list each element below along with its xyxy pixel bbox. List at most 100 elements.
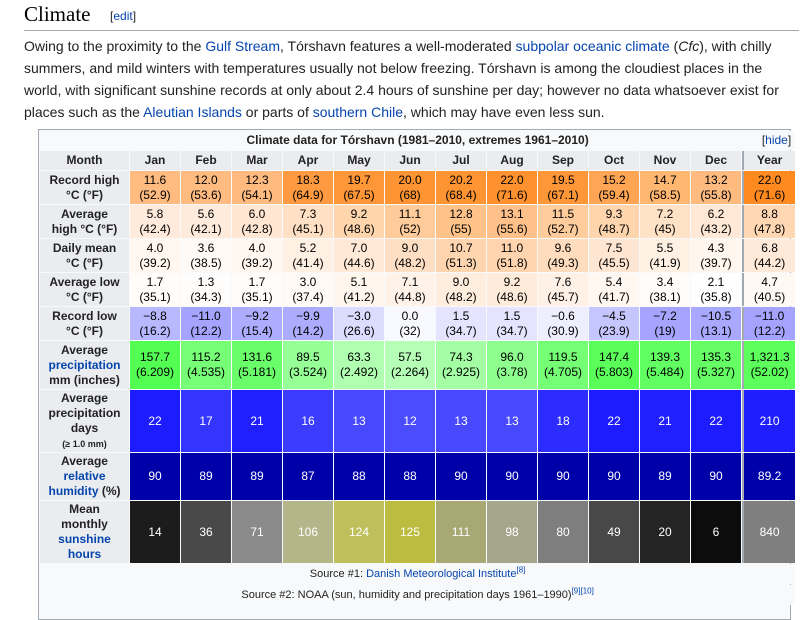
cell-value: 57.5 (398, 350, 422, 364)
cell-record-low-sep: −0.6 (30.9) (538, 307, 588, 340)
month-header-year: Year (742, 151, 796, 170)
cell-average-low-jun: 7.1 (44.8) (385, 273, 435, 306)
cell-mean-monthly-sunshine-hours-oct: 49 (589, 501, 639, 563)
cell-record-high-jan: 11.6 (52.9) (130, 171, 180, 204)
cell-value: 210 (759, 413, 780, 428)
month-header-apr: Apr (283, 151, 333, 170)
cell-value: 4.0 (146, 240, 164, 255)
link-southern-chile[interactable]: southern Chile (312, 104, 404, 120)
cell-average-precipitation-days-year: 210 (742, 390, 796, 452)
cell-daily-mean-may: 7.0 (44.6) (334, 239, 384, 272)
row-label-link[interactable]: hours (67, 547, 102, 561)
cell-daily-mean-year: 6.8 (44.2) (742, 239, 796, 272)
row-label-link[interactable]: relative (63, 469, 106, 483)
cell-value: 12 (403, 413, 417, 428)
cell-record-high-oct: 15.2 (59.4) (589, 171, 639, 204)
row-label-line: Average low (49, 274, 120, 289)
ref-8[interactable]: [8] (516, 564, 526, 574)
cell-mean-monthly-sunshine-hours-nov: 20 (640, 501, 690, 563)
cell-value-converted: (38.1) (649, 289, 681, 304)
row-label-link[interactable]: humidity (48, 484, 99, 498)
cell-value: 13.2 (704, 172, 728, 187)
cell-value: 5.4 (605, 274, 623, 289)
cell-average-low-jan: 1.7 (35.1) (130, 273, 180, 306)
cell-value-converted: (5.803) (594, 365, 634, 379)
cell-average-precipitation-days-may: 13 (334, 390, 384, 452)
cell-value: 90 (607, 469, 621, 483)
cell-value: 36 (199, 524, 213, 539)
intro-paragraph: Owing to the proximity to the Gulf Strea… (24, 38, 779, 120)
row-label-line: Average (61, 390, 108, 405)
cell-value: 22 (148, 413, 162, 428)
row-label-link[interactable]: precipitation (48, 357, 121, 372)
cell-value-converted: (35.1) (139, 289, 171, 304)
ref-9-10[interactable]: [9][10] (571, 585, 594, 595)
cell-value: 87 (301, 469, 315, 483)
cell-value-converted: (51.3) (445, 255, 477, 270)
link-gulf-stream[interactable]: Gulf Stream (205, 38, 281, 54)
row-label-line: °C (°F) (66, 187, 103, 202)
cell-average-precipitation-mar: 131.6 (5.181) (232, 341, 282, 389)
month-header-oct: Oct (589, 151, 639, 170)
cell-value-converted: (2.492) (339, 365, 379, 379)
cell-average-precipitation-days-mar: 21 (232, 390, 282, 452)
cell-value: 20.2 (449, 172, 473, 187)
cell-value: 22 (709, 413, 723, 428)
month-header-aug: Aug (487, 151, 537, 170)
cell-value: 19.5 (551, 172, 575, 187)
cell-value: 15.2 (602, 172, 626, 187)
cell-value: 119.5 (548, 350, 578, 364)
link-danish-meteorological-institute[interactable]: Danish Meteorological Institute (366, 567, 517, 580)
cell-value-converted: (48.7) (598, 221, 630, 236)
cell-value: 106 (297, 524, 319, 539)
cell-value-converted: (48.6) (343, 221, 375, 236)
hide-link[interactable]: hide (765, 133, 788, 147)
cell-average-precipitation-aug: 96.0 (3.78) (487, 341, 537, 389)
edit-link[interactable]: edit (113, 9, 133, 23)
cell-record-high-feb: 12.0 (53.6) (181, 171, 231, 204)
cell-average-low-may: 5.1 (41.2) (334, 273, 384, 306)
cell-value: 16 (301, 413, 315, 428)
cell-value: 6.2 (707, 206, 725, 221)
cell-value: 5.5 (656, 240, 674, 255)
cell-average-low-dec: 2.1 (35.8) (691, 273, 741, 306)
cell-value: 1.7 (146, 274, 164, 289)
cell-value: 96.0 (500, 350, 524, 364)
month-header-nov: Nov (640, 151, 690, 170)
cell-record-high-year: 22.0 (71.6) (742, 171, 796, 204)
cell-average-relative-humidity-aug: 90 (487, 453, 537, 500)
cell-mean-monthly-sunshine-hours-feb: 36 (181, 501, 231, 563)
cell-value: 7.1 (401, 274, 419, 289)
cell-average-relative-humidity-jun: 88 (385, 453, 435, 500)
row-label-note: (≥ 1.0 mm) (62, 438, 107, 449)
link-subpolar-oceanic-climate[interactable]: subpolar oceanic climate (515, 38, 670, 54)
cell-value: 6 (712, 524, 720, 539)
cell-value: −9.9 (296, 308, 320, 323)
cell-value-converted: (42.8) (241, 221, 273, 236)
cell-value: 7.5 (605, 240, 623, 255)
row-label-link[interactable]: sunshine (58, 532, 111, 546)
cell-value-converted: (35.1) (241, 289, 273, 304)
link-aleutian-islands[interactable]: Aleutian Islands (143, 104, 242, 120)
cell-value: 13.1 (500, 206, 524, 221)
cell-value-converted: (48.2) (445, 289, 477, 304)
cell-record-high-apr: 18.3 (64.9) (283, 171, 333, 204)
cell-value: 5.6 (197, 206, 215, 221)
cell-value-converted: (41.2) (343, 289, 375, 304)
cell-value: 9.2 (503, 274, 521, 289)
cell-average-low-aug: 9.2 (48.6) (487, 273, 537, 306)
cell-value: 2.1 (707, 274, 725, 289)
cell-record-high-sep: 19.5 (67.1) (538, 171, 588, 204)
cell-value-converted: (71.6) (496, 187, 528, 202)
cell-value-converted: (4.535) (186, 365, 226, 379)
cell-value-converted: (44.2) (753, 255, 786, 270)
cell-daily-mean-apr: 5.2 (41.4) (283, 239, 333, 272)
cell-value-converted: (54.1) (241, 187, 273, 202)
cell-value: 9.0 (452, 274, 470, 289)
cell-average-relative-humidity-may: 88 (334, 453, 384, 500)
cell-value: −10.5 (700, 308, 732, 323)
cell-value-converted: (4.705) (543, 365, 583, 379)
cell-value: 11.1 (398, 206, 422, 221)
cell-record-high-dec: 13.2 (55.8) (691, 171, 741, 204)
edit-section: [edit] (110, 9, 137, 23)
